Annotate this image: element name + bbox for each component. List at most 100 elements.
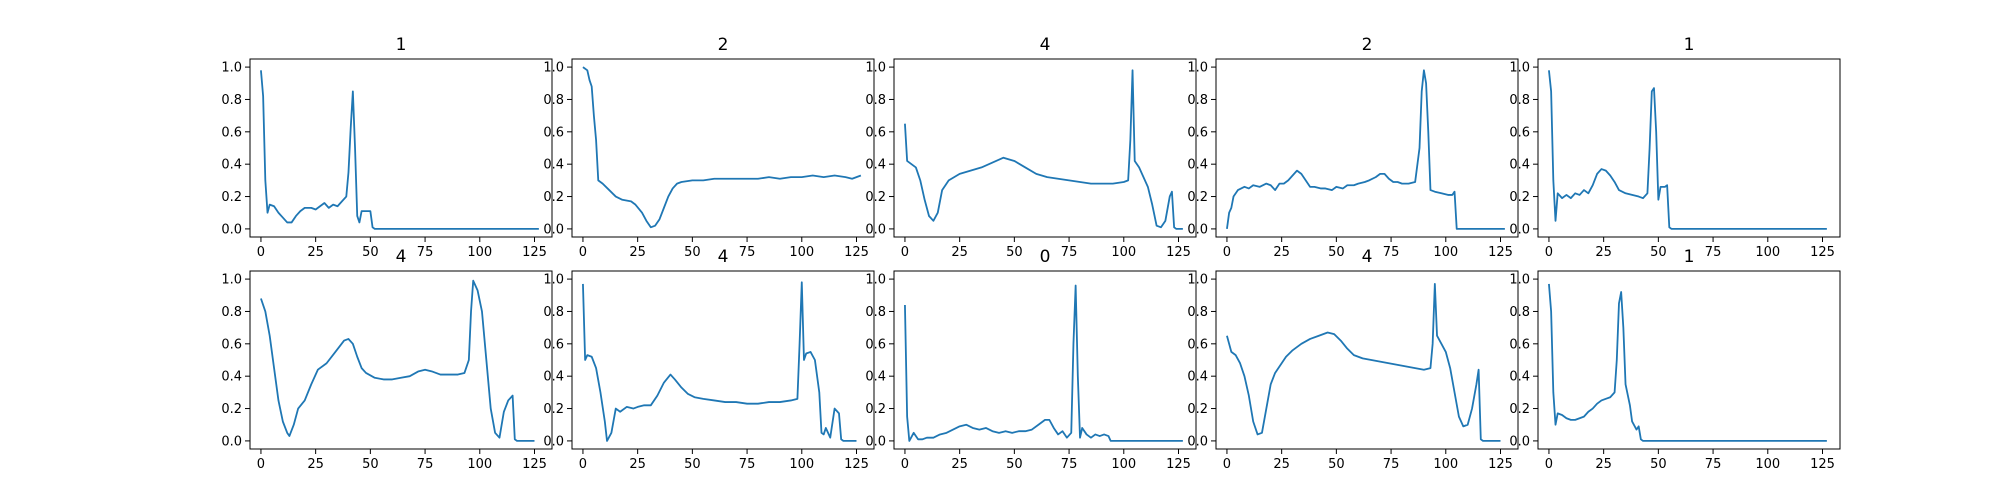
x-tick-label: 50 xyxy=(1006,245,1023,260)
y-tick-label: 0.4 xyxy=(865,370,886,385)
y-tick-label: 0.8 xyxy=(221,93,242,108)
x-tick-label: 75 xyxy=(1705,457,1722,472)
y-tick-label: 1.0 xyxy=(1187,273,1208,288)
subplot-title: 4 xyxy=(1040,35,1051,55)
y-tick-label: 0.8 xyxy=(543,93,564,108)
y-tick-label: 0.0 xyxy=(543,434,564,449)
x-tick-label: 0 xyxy=(579,245,587,260)
subplot-title: 1 xyxy=(1684,247,1695,267)
x-tick-label: 100 xyxy=(789,245,814,260)
y-tick-label: 0.2 xyxy=(221,402,242,417)
y-tick-label: 0.4 xyxy=(221,370,242,385)
subplot-1: 1 0.0 0.2 0.4 0.6 0.8 1.0 0 25 50 75 100 125 xyxy=(221,35,553,260)
y-tick-label: 0.8 xyxy=(1187,93,1208,108)
x-tick-label: 125 xyxy=(1488,457,1513,472)
y-tick-label: 0.6 xyxy=(865,337,886,352)
subplot-title: 2 xyxy=(718,35,729,55)
series-line xyxy=(1548,70,1827,230)
series-line xyxy=(582,281,857,442)
y-tick-label: 0.4 xyxy=(221,158,242,173)
y-tick-label: 0.0 xyxy=(1187,434,1208,449)
x-tick-label: 50 xyxy=(1006,457,1023,472)
y-tick-label: 0.0 xyxy=(221,222,242,237)
axes-frame xyxy=(893,270,1197,450)
y-tick-label: 0.8 xyxy=(543,305,564,320)
x-tick-label: 75 xyxy=(1383,245,1400,260)
x-tick-label: 100 xyxy=(1111,245,1136,260)
x-tick-label: 75 xyxy=(739,245,756,260)
y-tick-label: 1.0 xyxy=(865,273,886,288)
subplot-3: 4 0.0 0.2 0.4 0.6 0.8 1.0 0 25 50 75 100 125 xyxy=(865,35,1197,260)
y-tick-label: 0.0 xyxy=(1509,222,1530,237)
x-tick-label: 0 xyxy=(901,245,909,260)
subplot-title: 4 xyxy=(718,247,729,267)
y-tick-label: 0.8 xyxy=(865,93,886,108)
x-tick-label: 0 xyxy=(579,457,587,472)
x-tick-label: 50 xyxy=(1328,457,1345,472)
axes-frame xyxy=(249,270,553,450)
y-tick-label: 0.2 xyxy=(1509,402,1530,417)
y-tick-label: 0.0 xyxy=(1187,222,1208,237)
x-tick-label: 0 xyxy=(1223,245,1231,260)
x-tick-label: 25 xyxy=(1273,457,1290,472)
series-line xyxy=(1548,283,1827,442)
x-tick-label: 50 xyxy=(684,457,701,472)
x-tick-label: 25 xyxy=(307,245,324,260)
axes-frame xyxy=(1537,58,1841,238)
x-tick-label: 75 xyxy=(417,457,434,472)
x-tick-label: 100 xyxy=(1433,457,1458,472)
y-tick-label: 1.0 xyxy=(1187,61,1208,76)
x-tick-label: 25 xyxy=(1273,245,1290,260)
x-tick-label: 75 xyxy=(739,457,756,472)
subplot-10: 1 0.0 0.2 0.4 0.6 0.8 1.0 0 25 50 75 100 125 xyxy=(1509,247,1841,472)
y-tick-label: 0.6 xyxy=(543,337,564,352)
x-tick-label: 100 xyxy=(1433,245,1458,260)
x-tick-label: 50 xyxy=(1328,245,1345,260)
subplot-title: 4 xyxy=(1362,247,1373,267)
series-line xyxy=(904,284,1183,442)
axes-frame xyxy=(571,58,875,238)
subplot-title: 1 xyxy=(396,35,407,55)
x-tick-label: 125 xyxy=(1488,245,1513,260)
subplot-grid: 10.00.20.40.60.81.00 25 50 75 100 12520.00.20… xyxy=(221,35,1841,472)
subplot-title: 2 xyxy=(1362,35,1373,55)
axes-frame xyxy=(893,58,1197,238)
subplot-2: 2 0.0 0.2 0.4 0.6 0.8 1.0 0 25 50 75 100 125 xyxy=(543,35,875,260)
y-tick-label: 0.2 xyxy=(1509,190,1530,205)
x-tick-label: 125 xyxy=(844,457,869,472)
y-tick-label: 0.4 xyxy=(1509,158,1530,173)
x-tick-label: 25 xyxy=(629,245,646,260)
subplot-9: 4 0.0 0.2 0.4 0.6 0.8 1.0 0 25 50 75 100 125 xyxy=(1187,247,1519,472)
y-tick-label: 0.0 xyxy=(543,222,564,237)
y-tick-label: 0.0 xyxy=(865,434,886,449)
x-tick-label: 50 xyxy=(362,457,379,472)
y-tick-label: 0.4 xyxy=(1509,370,1530,385)
axes-frame xyxy=(571,270,875,450)
subplot-7: 4 0.0 0.2 0.4 0.6 0.8 1.0 0 25 50 75 100 125 xyxy=(543,247,875,472)
y-tick-label: 0.0 xyxy=(865,222,886,237)
y-tick-label: 1.0 xyxy=(543,273,564,288)
axes-frame xyxy=(1215,270,1519,450)
series-line xyxy=(1226,283,1501,442)
y-tick-label: 0.6 xyxy=(1509,125,1530,140)
x-tick-label: 25 xyxy=(307,457,324,472)
x-tick-label: 75 xyxy=(1383,457,1400,472)
x-tick-label: 25 xyxy=(951,457,968,472)
subplot-6: 4 0.0 0.2 0.4 0.6 0.8 1.0 0 25 50 75 100 125 xyxy=(221,247,553,472)
y-tick-label: 0.8 xyxy=(865,305,886,320)
x-tick-label: 125 xyxy=(844,245,869,260)
x-tick-label: 25 xyxy=(1595,457,1612,472)
y-tick-label: 0.8 xyxy=(1187,305,1208,320)
series-line xyxy=(904,69,1183,230)
y-tick-label: 0.4 xyxy=(1187,158,1208,173)
y-tick-label: 0.2 xyxy=(1187,402,1208,417)
x-tick-label: 0 xyxy=(1545,245,1553,260)
subplot-title: 1 xyxy=(1684,35,1695,55)
y-tick-label: 0.2 xyxy=(865,402,886,417)
x-tick-label: 25 xyxy=(629,457,646,472)
y-tick-label: 0.6 xyxy=(543,125,564,140)
x-tick-label: 0 xyxy=(257,457,265,472)
y-tick-label: 1.0 xyxy=(221,273,242,288)
x-tick-label: 100 xyxy=(1111,457,1136,472)
